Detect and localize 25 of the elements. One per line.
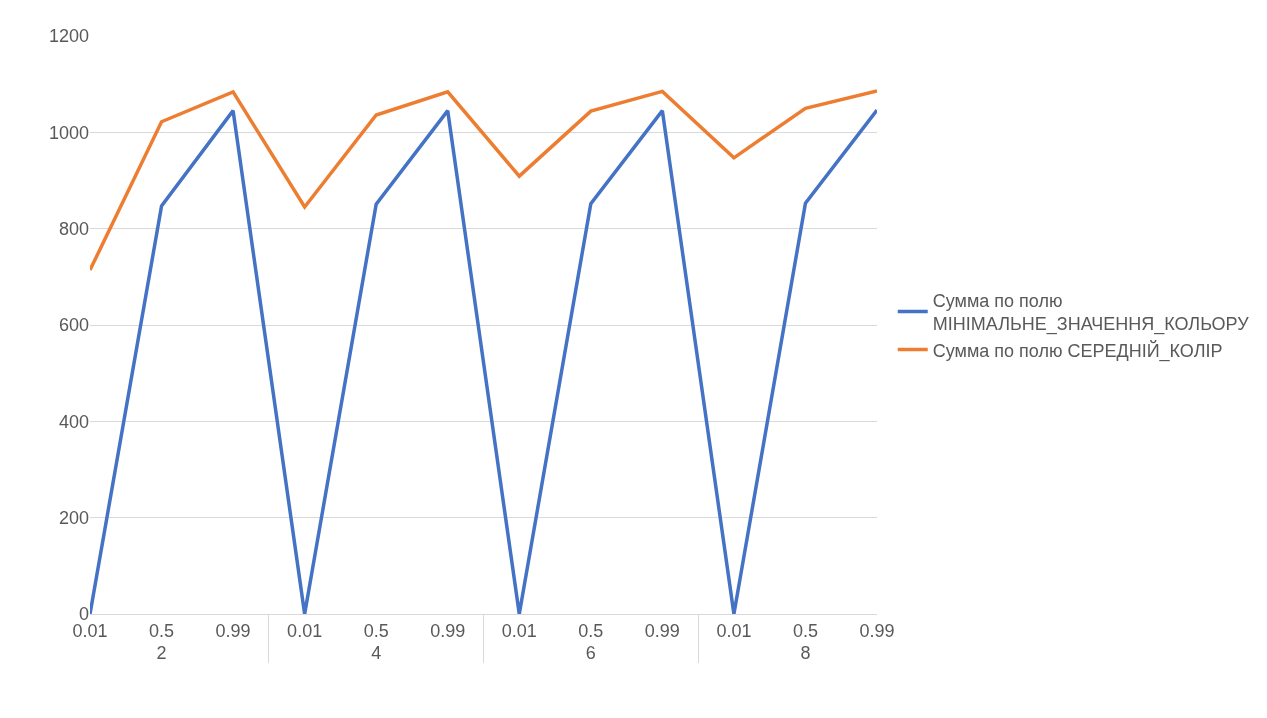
x-tick-label: 0.99 (859, 620, 895, 641)
text: 2 (156, 642, 167, 663)
legend-label: Сумма по полю МІНІМАЛЬНЕ_ЗНАЧЕННЯ_КОЛЬОРУ (932, 290, 1250, 336)
line-series (90, 89, 877, 272)
text: 6 (585, 642, 596, 663)
x-tick-label: 0.5 (149, 620, 175, 641)
x-tick-label: 0.99 (430, 620, 466, 641)
line-series (90, 108, 877, 614)
text: 8 (800, 642, 811, 663)
y-tick-label: 1000 (48, 122, 89, 143)
x-tick-label: 0.01 (287, 620, 323, 641)
x-tick-label: 0.5 (363, 620, 389, 641)
legend-label: Сумма по полю СЕРЕДНІЙ_КОЛІР (932, 339, 1223, 362)
x-tick-label: 0.99 (644, 620, 680, 641)
y-tick-label: 400 (58, 411, 89, 432)
x-tick-label: 0.5 (792, 620, 818, 641)
x-tick-label: 0.01 (716, 620, 752, 641)
y-tick-label: 1200 (48, 26, 89, 47)
text: 4 (371, 642, 382, 663)
x-tick-label: 0.5 (578, 620, 604, 641)
y-tick-label: 200 (58, 507, 89, 528)
y-tick-label: 600 (58, 315, 89, 336)
x-tick-label: 0.99 (215, 620, 251, 641)
y-tick-label: 800 (58, 218, 89, 239)
x-tick-label: 0.01 (501, 620, 537, 641)
